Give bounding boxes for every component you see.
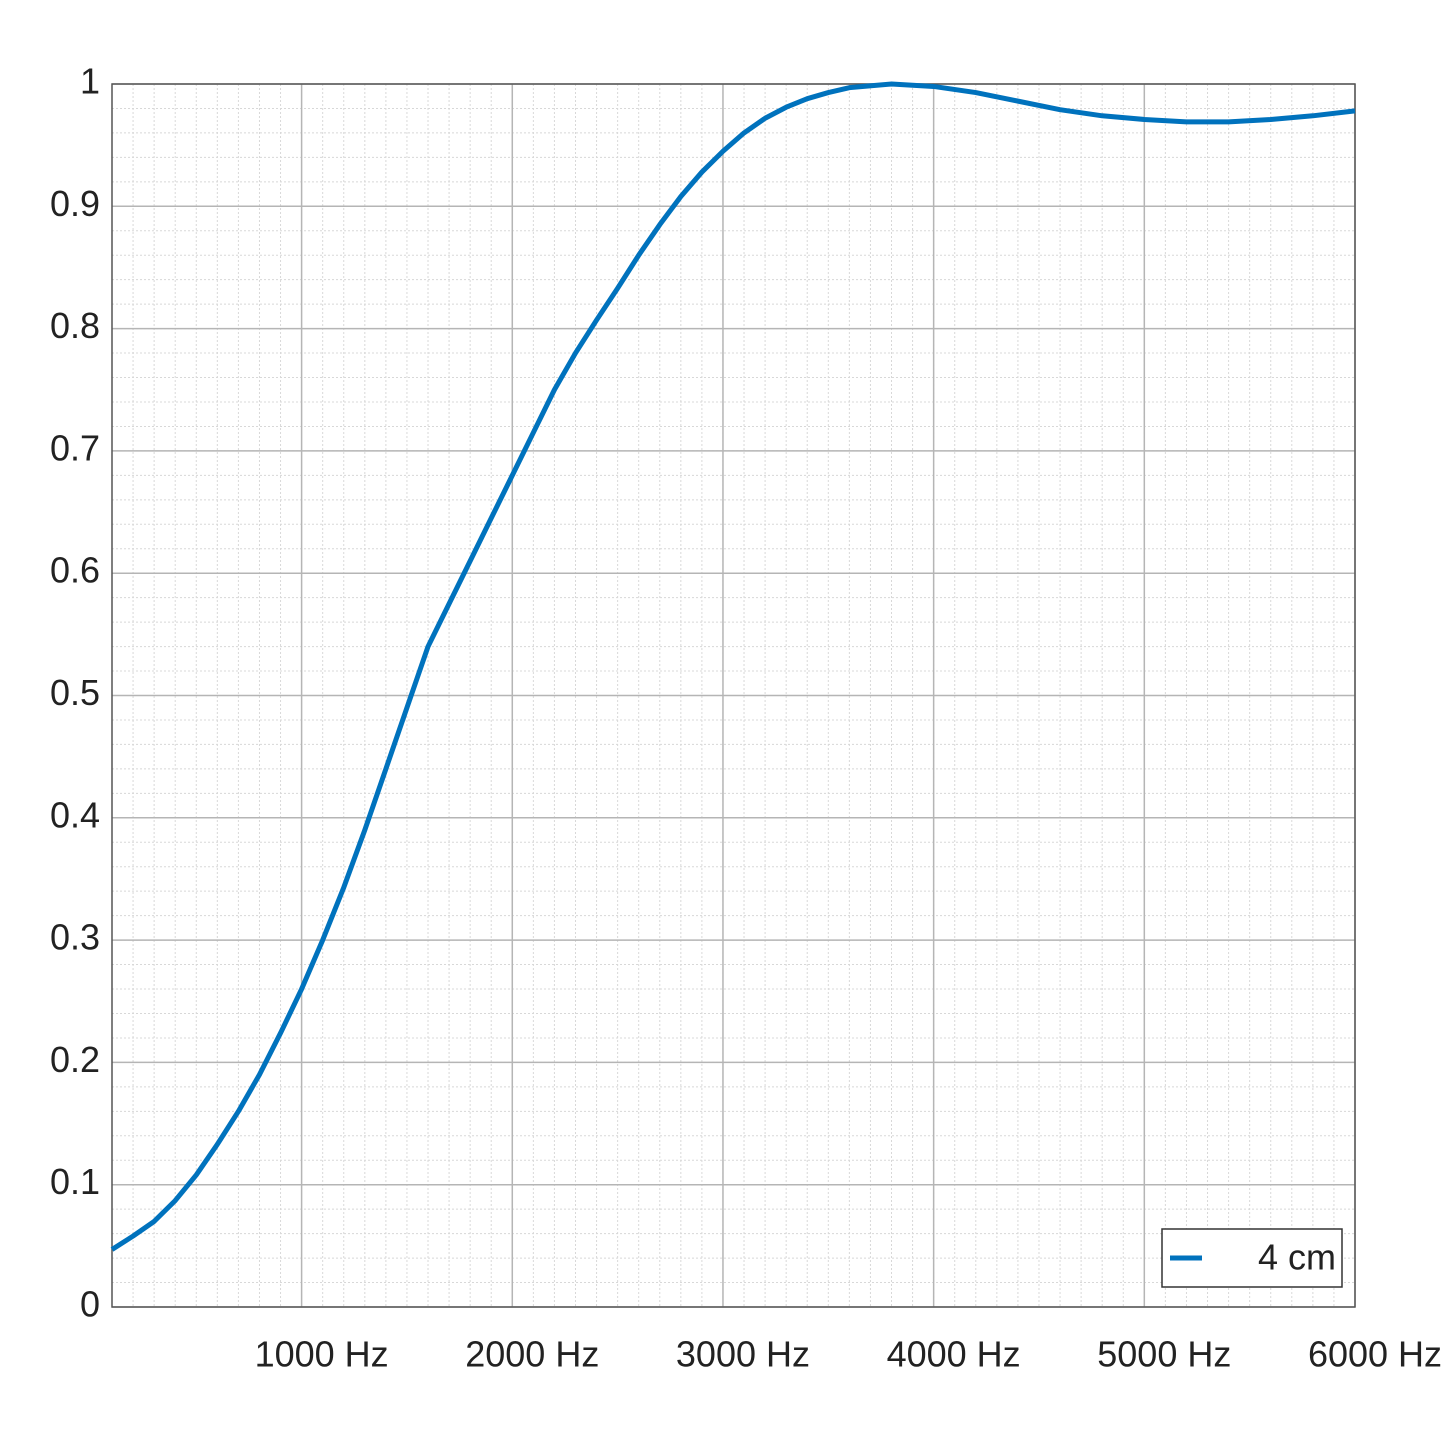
y-tick-label: 0 xyxy=(80,1284,100,1325)
line-series xyxy=(110,81,1356,1252)
y-tick-label: 0.1 xyxy=(50,1161,100,1202)
x-tick-label: 2000 Hz xyxy=(465,1334,599,1375)
y-tick-label: 0.8 xyxy=(50,305,100,346)
y-tick-label: 0.9 xyxy=(50,183,100,224)
plot-border xyxy=(111,83,1356,1308)
y-tick-label: 0.6 xyxy=(50,550,100,591)
legend: 4 cm xyxy=(1161,1228,1343,1288)
x-tick-label: 1000 Hz xyxy=(255,1334,389,1375)
x-tick-label: 3000 Hz xyxy=(676,1334,810,1375)
x-tick-label: 5000 Hz xyxy=(1097,1334,1231,1375)
y-tick-label: 1 xyxy=(80,61,100,102)
y-tick-label: 0.3 xyxy=(50,917,100,958)
x-tick-label: 6000 Hz xyxy=(1308,1334,1442,1375)
x-tick-label: 4000 Hz xyxy=(887,1334,1021,1375)
y-tick-label: 0.4 xyxy=(50,794,100,835)
y-tick-label: 0.2 xyxy=(50,1039,100,1080)
y-tick-label: 0.5 xyxy=(50,672,100,713)
legend-label: 4 cm xyxy=(1258,1237,1336,1278)
y-tick-label: 0.7 xyxy=(50,427,100,468)
